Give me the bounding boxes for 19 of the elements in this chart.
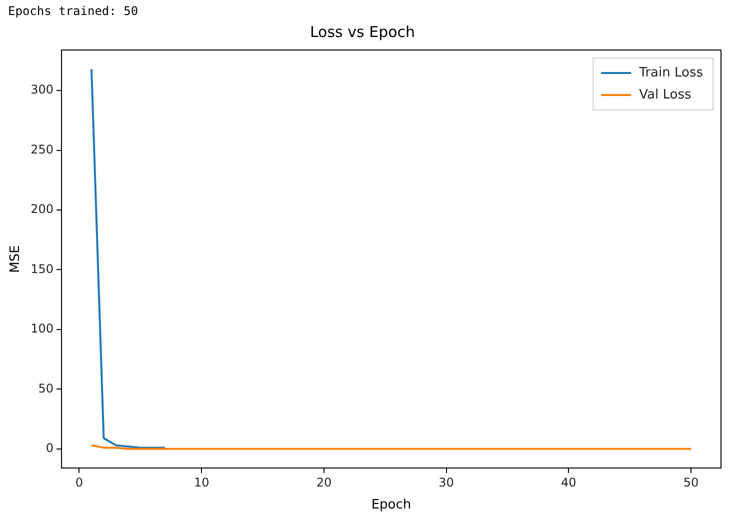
x-tick-label: 0	[75, 475, 84, 490]
chart-title: Loss vs Epoch	[310, 22, 416, 41]
legend-label: Val Loss	[639, 87, 692, 102]
text: Epochs trained: 50	[8, 4, 138, 18]
y-tick-label: 250	[30, 142, 54, 156]
y-tick-label: 100	[30, 322, 54, 336]
y-tick-label: 150	[30, 262, 54, 276]
y-axis-title: MSE	[8, 245, 24, 273]
x-tick-label: 20	[316, 475, 332, 490]
y-tick-label: 300	[30, 82, 54, 97]
y-tick-label: 200	[30, 202, 54, 216]
x-tick-label: 10	[194, 475, 210, 490]
x-axis-title: Epoch	[371, 498, 412, 513]
x-tick-label: 40	[561, 475, 576, 490]
y-tick-label: 0	[46, 441, 54, 456]
x-tick-label: 50	[683, 475, 699, 490]
x-tick-label: 30	[438, 475, 454, 490]
legend-label: Train Loss	[638, 65, 704, 80]
y-tick-label: 50	[38, 381, 54, 396]
